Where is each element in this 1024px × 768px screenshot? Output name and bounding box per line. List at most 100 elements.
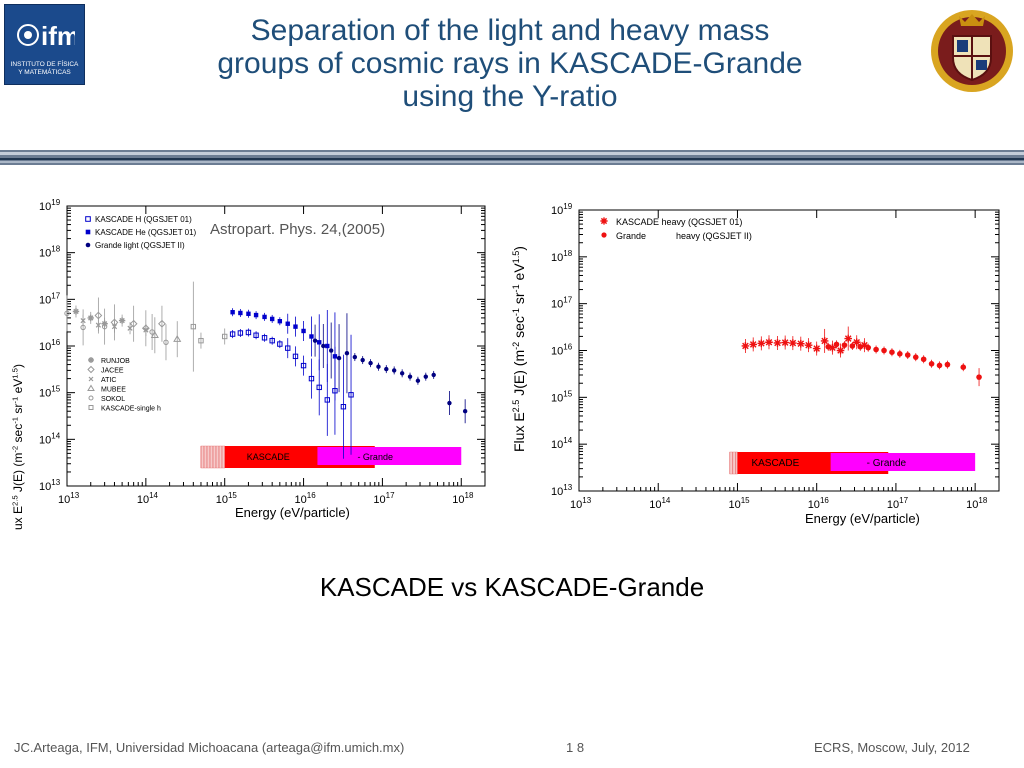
data-point bbox=[804, 341, 813, 349]
legend-marker bbox=[601, 232, 607, 238]
x-tick-label: 1018 bbox=[452, 491, 474, 506]
data-point bbox=[928, 361, 935, 367]
data-point bbox=[447, 400, 452, 406]
data-point bbox=[376, 364, 381, 369]
x-tick-label: 1014 bbox=[649, 496, 671, 511]
data-point bbox=[316, 384, 322, 391]
chart-heavy-component: KASCADE - Grande 1013 1014 1015 1016 1017 1018… bbox=[511, 202, 1000, 526]
data-point bbox=[415, 378, 421, 383]
legend-marker bbox=[88, 357, 94, 363]
x-tick-label: 1018 bbox=[966, 496, 988, 511]
grande-band-label: - Grande bbox=[867, 458, 907, 469]
data-point bbox=[262, 314, 267, 320]
data-point bbox=[936, 362, 943, 369]
data-point bbox=[94, 311, 103, 320]
ifm-logo-caption: INSTITUTO DE FÍSICA Y MATEMÁTICAS bbox=[10, 61, 79, 76]
x-tick-label: 1016 bbox=[808, 496, 830, 511]
x-tick-label: 1015 bbox=[728, 496, 750, 511]
data-point bbox=[64, 310, 70, 317]
x-tick-label: 1017 bbox=[373, 491, 395, 506]
y-tick-label: 1018 bbox=[39, 245, 61, 260]
legend-marker bbox=[88, 395, 94, 401]
y-tick-label: 1017 bbox=[39, 291, 61, 306]
data-point bbox=[245, 329, 252, 336]
data-point bbox=[324, 397, 330, 403]
title-line-3: using the Y-ratio bbox=[402, 80, 618, 113]
data-point bbox=[332, 354, 338, 359]
grande-band bbox=[317, 447, 462, 465]
data-point bbox=[143, 327, 149, 333]
legend-label: KASCADE-single h bbox=[101, 406, 161, 413]
y-tick-label: 1019 bbox=[39, 198, 61, 213]
footer-event: ECRS, Moscow, July, 2012 bbox=[814, 740, 970, 755]
hatched-region bbox=[729, 451, 738, 475]
data-point bbox=[173, 334, 182, 342]
title-line-2: groups of cosmic rays in KASCADE-Grande bbox=[217, 47, 803, 80]
y-tick-label: 1014 bbox=[39, 431, 61, 446]
data-point bbox=[360, 357, 365, 363]
data-point bbox=[828, 343, 837, 352]
y-tick-label: 1015 bbox=[551, 389, 573, 404]
data-point bbox=[825, 343, 832, 350]
y-tick-label: 1018 bbox=[551, 249, 573, 264]
data-point bbox=[190, 323, 197, 330]
data-point bbox=[269, 316, 275, 322]
data-point bbox=[368, 360, 373, 366]
data-point bbox=[431, 372, 436, 378]
kascade-band-label: KASCADE bbox=[247, 452, 290, 462]
data-point bbox=[127, 325, 133, 331]
data-point bbox=[277, 318, 283, 324]
data-point bbox=[150, 331, 159, 338]
x-axis-label: Energy (eV/particle) bbox=[235, 505, 350, 520]
legend-marker bbox=[85, 216, 91, 222]
data-point bbox=[238, 310, 243, 316]
data-point bbox=[889, 349, 895, 355]
legend-label: MUBEE bbox=[101, 387, 126, 394]
x-tick-label: 1017 bbox=[887, 496, 909, 511]
y-tick-label: 1014 bbox=[551, 436, 573, 451]
x-tick-label: 1014 bbox=[137, 491, 159, 506]
chart-light-component: KASCADE - Grande 1013 1014 1015 1016 1017 1018… bbox=[11, 198, 486, 530]
legend-label: KASCADE heavy (QGSJET 01) bbox=[616, 217, 742, 227]
legend-marker bbox=[85, 242, 91, 248]
data-point bbox=[237, 330, 244, 336]
grande-band bbox=[830, 453, 976, 471]
data-point bbox=[129, 319, 138, 328]
data-point bbox=[773, 339, 782, 347]
y-tick-label: 1019 bbox=[551, 202, 573, 217]
data-point bbox=[384, 366, 389, 372]
data-point bbox=[80, 324, 86, 331]
data-point bbox=[857, 343, 864, 350]
data-point bbox=[163, 339, 169, 346]
data-point bbox=[844, 334, 853, 343]
data-point bbox=[285, 345, 291, 351]
ifm-logo-letters: ifm bbox=[41, 21, 75, 51]
legend-marker bbox=[87, 365, 95, 374]
data-point bbox=[118, 317, 126, 324]
data-point bbox=[820, 337, 829, 345]
x-tick-label: 1015 bbox=[216, 491, 238, 506]
data-point bbox=[253, 332, 259, 338]
data-point bbox=[749, 340, 757, 349]
x-tick-label: 1013 bbox=[58, 491, 80, 506]
data-point bbox=[757, 339, 766, 348]
data-point bbox=[253, 312, 259, 318]
data-point bbox=[301, 328, 306, 334]
data-point bbox=[309, 334, 314, 339]
data-point bbox=[101, 323, 108, 330]
footer-page-number: 1 8 bbox=[566, 740, 585, 755]
data-point bbox=[269, 337, 275, 344]
data-point bbox=[462, 409, 468, 414]
footer-author: JC.Arteaga, IFM, Universidad Michoacana … bbox=[14, 740, 405, 755]
data-point bbox=[765, 338, 773, 347]
y-tick-label: 1017 bbox=[551, 296, 573, 311]
legend-marker bbox=[88, 376, 94, 382]
data-point bbox=[325, 343, 330, 349]
citation-text: Astropart. Phys. 24,(2005) bbox=[210, 221, 385, 238]
data-point bbox=[293, 324, 298, 329]
data-point bbox=[812, 344, 821, 353]
data-point bbox=[873, 346, 879, 353]
x-axis-label: Energy (eV/particle) bbox=[805, 511, 920, 526]
data-point bbox=[841, 342, 848, 348]
data-point bbox=[352, 354, 358, 360]
